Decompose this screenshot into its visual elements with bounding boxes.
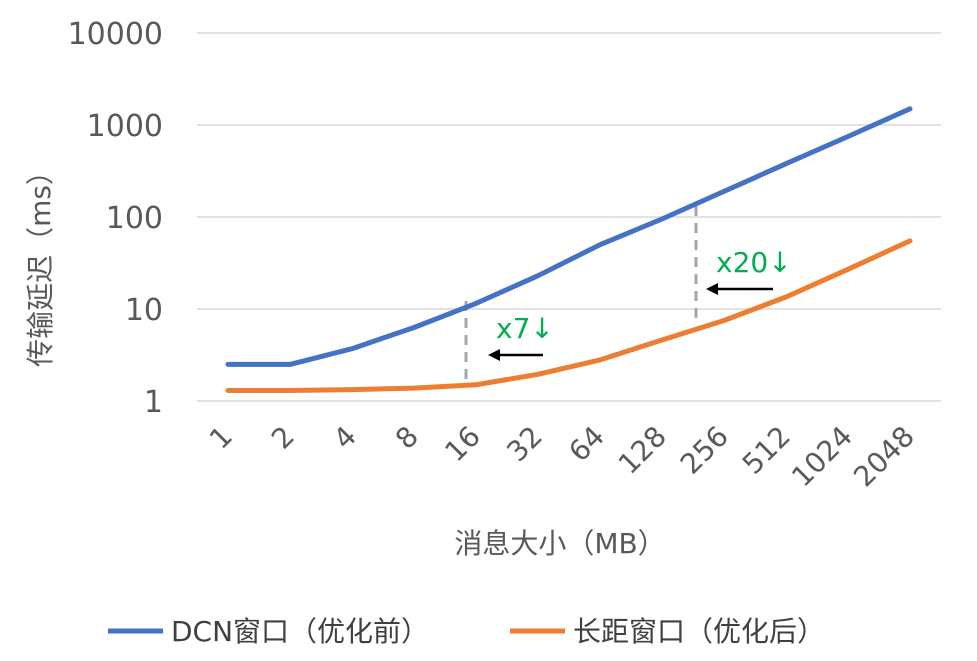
y-tick-label: 10 <box>125 293 163 328</box>
x-tick-label: 256 <box>674 420 735 481</box>
x-tick-label: 4 <box>327 420 363 456</box>
x-tick-label: 128 <box>612 420 673 481</box>
x-tick-label: 64 <box>562 420 611 469</box>
y-tick-label: 1000 <box>87 109 163 144</box>
y-tick-label: 100 <box>106 201 163 236</box>
gridlines <box>197 32 941 402</box>
x-tick-label: 8 <box>389 420 425 456</box>
y-tick-label: 10000 <box>68 17 163 52</box>
series-line-1 <box>225 238 913 393</box>
annotation-label: x20↓ <box>716 246 792 279</box>
left-arrow-icon <box>488 349 543 361</box>
x-tick-label: 16 <box>438 420 487 469</box>
y-tick-labels: 1 10 100 1000 10000 <box>68 17 163 420</box>
legend-label-long-distance: 长距窗口（优化后） <box>573 615 825 648</box>
y-axis-title: 传输延迟（ms） <box>24 157 57 367</box>
series-lines <box>225 106 913 393</box>
left-arrow-icon <box>706 283 773 295</box>
x-tick-label: 2048 <box>847 420 921 494</box>
legend: DCN窗口（优化前） 长距窗口（优化后） <box>108 615 825 648</box>
x-tick-label: 1 <box>203 420 239 456</box>
series-line-0 <box>225 106 913 367</box>
y-tick-label: 1 <box>144 385 163 420</box>
x-axis-title: 消息大小（MB） <box>454 527 665 560</box>
legend-label-dcn: DCN窗口（优化前） <box>171 615 429 648</box>
annotation-label: x7↓ <box>496 312 554 345</box>
x-tick-label: 2 <box>265 420 301 456</box>
x-tick-label: 1024 <box>785 420 859 494</box>
x-tick-label: 32 <box>500 420 549 469</box>
annotation-guides <box>464 206 773 382</box>
